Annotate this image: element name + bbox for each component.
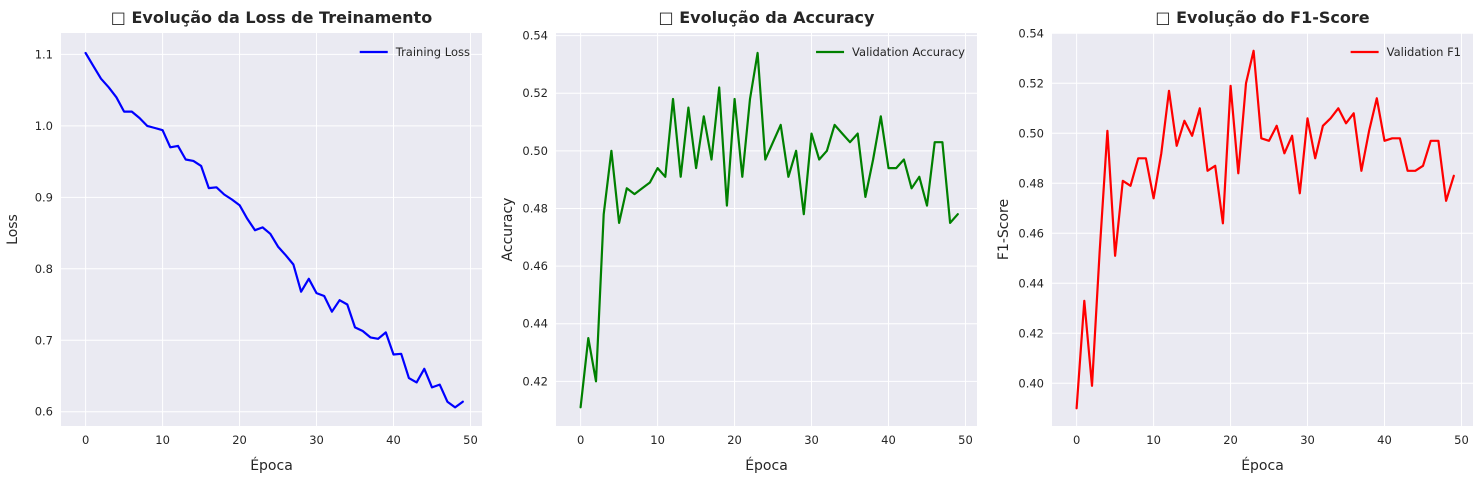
y-tick-label: 0.42 xyxy=(522,374,548,388)
plot-area xyxy=(1052,33,1473,426)
x-axis-label: Época xyxy=(250,457,293,474)
y-tick-label: 0.54 xyxy=(1018,26,1044,40)
y-tick-label: 0.46 xyxy=(1018,226,1044,240)
x-tick-label: 0 xyxy=(1073,433,1080,447)
y-tick-label: 0.48 xyxy=(522,201,548,215)
y-tick-label: 0.44 xyxy=(522,317,548,331)
y-tick-label: 0.50 xyxy=(522,144,548,158)
y-axis-label: Loss xyxy=(5,214,21,245)
x-axis-label: Época xyxy=(1241,457,1284,474)
plot-area xyxy=(61,33,482,426)
y-tick-label: 0.48 xyxy=(1018,176,1044,190)
series-line xyxy=(1075,49,1455,410)
x-tick-label: 20 xyxy=(232,433,247,447)
y-tick-label: 0.6 xyxy=(35,405,53,419)
x-tick-label: 0 xyxy=(577,433,584,447)
y-tick-label: 0.40 xyxy=(1018,376,1044,390)
y-axis-label: F1-Score xyxy=(996,199,1012,260)
x-axis-label: Época xyxy=(745,457,788,474)
x-tick-label: 50 xyxy=(958,433,973,447)
x-tick-label: 30 xyxy=(1300,433,1315,447)
y-tick-label: 0.52 xyxy=(522,86,548,100)
x-tick-label: 40 xyxy=(881,433,896,447)
legend: Validation F1 xyxy=(1350,45,1461,59)
x-tick-label: 40 xyxy=(386,433,401,447)
chart-panel-2: 0 10 20 30 40 50 0.42 0.44 0.46 0.48 0.50 0.52 0.54 V… xyxy=(500,8,977,474)
y-tick-label: 0.7 xyxy=(35,333,53,347)
legend-label: Validation Accuracy xyxy=(852,45,965,59)
chart-title: □ Evolução da Loss de Treinamento xyxy=(111,8,432,27)
y-tick-label: 1.0 xyxy=(35,119,53,133)
x-tick-label: 40 xyxy=(1377,433,1392,447)
series-line xyxy=(579,51,959,409)
y-tick-label: 0.44 xyxy=(1018,276,1044,290)
y-tick-label: 0.46 xyxy=(522,259,548,273)
legend-label: Validation F1 xyxy=(1387,45,1461,59)
y-tick-label: 0.42 xyxy=(1018,326,1044,340)
x-tick-label: 20 xyxy=(1223,433,1238,447)
legend-label: Training Loss xyxy=(395,45,470,59)
chart-title: □ Evolução da Accuracy xyxy=(659,8,875,27)
series-line xyxy=(84,51,464,409)
x-tick-label: 20 xyxy=(727,433,742,447)
x-tick-label: 50 xyxy=(1454,433,1469,447)
legend: Validation Accuracy xyxy=(816,45,965,59)
x-tick-label: 30 xyxy=(309,433,324,447)
legend: Training Loss xyxy=(359,45,470,59)
y-axis-label: Accuracy xyxy=(500,198,516,262)
chart-panel-3: 0 10 20 30 40 50 0.40 0.42 0.44 0.46 0.48 0.50 0.52 0… xyxy=(996,8,1473,474)
x-tick-label: 10 xyxy=(155,433,170,447)
x-tick-label: 50 xyxy=(463,433,478,447)
y-tick-label: 0.52 xyxy=(1018,76,1044,90)
y-tick-label: 0.8 xyxy=(35,262,53,276)
y-tick-label: 1.1 xyxy=(35,47,53,61)
plot-area xyxy=(556,33,977,426)
y-tick-label: 0.50 xyxy=(1018,126,1044,140)
chart-panel-1: 0 10 20 30 40 50 0.6 0.7 0.8 0.9 1.0 1.1 Training Lo… xyxy=(5,8,482,474)
chart-title: □ Evolução do F1-Score xyxy=(1155,8,1369,27)
x-tick-label: 30 xyxy=(804,433,819,447)
y-tick-label: 0.9 xyxy=(35,190,53,204)
x-tick-label: 10 xyxy=(650,433,665,447)
y-tick-label: 0.54 xyxy=(522,29,548,43)
x-tick-label: 10 xyxy=(1146,433,1161,447)
x-tick-label: 0 xyxy=(82,433,89,447)
